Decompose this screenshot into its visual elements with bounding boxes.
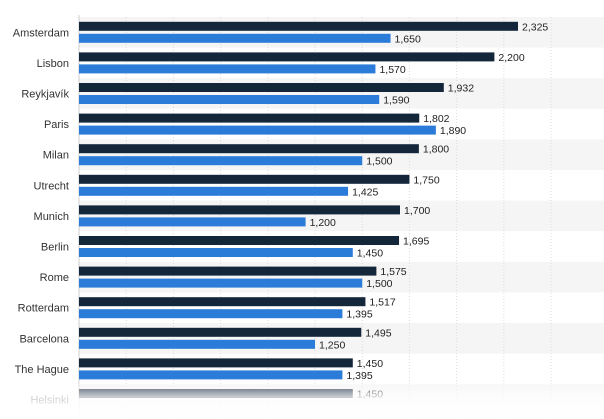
bar-series-1 — [79, 266, 377, 276]
row-band — [79, 78, 604, 109]
bar-series-1 — [79, 297, 366, 307]
data-label: 1,800 — [423, 144, 449, 156]
bar-series-2 — [79, 64, 376, 74]
data-label: 1,575 — [380, 266, 406, 278]
bar-series-1 — [79, 358, 353, 368]
category-label: Paris — [44, 119, 70, 131]
category-label: The Hague — [15, 364, 69, 376]
data-label: 1,450 — [357, 358, 383, 370]
data-label: 1,695 — [403, 236, 429, 248]
data-label: 1,750 — [413, 174, 439, 186]
data-label: 1,425 — [352, 186, 378, 198]
bar-series-2 — [79, 278, 363, 288]
row-band — [79, 384, 604, 415]
bar-series-1 — [79, 113, 420, 123]
data-label: 1,500 — [366, 156, 392, 168]
category-label: Rome — [40, 272, 69, 284]
data-label: 1,500 — [366, 278, 392, 290]
data-label: 1,395 — [346, 370, 372, 382]
row-band — [79, 261, 604, 293]
bar-series-1 — [79, 83, 444, 92]
category-label: Lisbon — [37, 58, 69, 70]
row-bands — [79, 17, 604, 415]
data-label: 2,325 — [522, 21, 548, 33]
bar-series-2 — [79, 95, 380, 104]
bar-series-1 — [79, 52, 495, 62]
data-label: 1,890 — [440, 125, 466, 137]
data-label: 1,650 — [395, 33, 421, 45]
row-band — [79, 139, 604, 170]
bar-series-1 — [79, 21, 518, 31]
bar-series-2 — [79, 186, 349, 196]
category-label: Barcelona — [19, 333, 69, 345]
data-label: 1,250 — [319, 339, 345, 351]
bar-series-2 — [79, 309, 343, 319]
bar-series-1 — [79, 389, 353, 398]
bar-series-1 — [79, 327, 362, 337]
category-label: Munich — [34, 211, 69, 223]
category-label: Milan — [43, 150, 69, 162]
category-label: Berlin — [41, 242, 69, 254]
data-label: 1,700 — [404, 205, 430, 217]
data-label: 1,200 — [310, 217, 336, 229]
category-label: Amsterdam — [13, 27, 69, 39]
bar-series-2 — [79, 217, 306, 227]
bar-series-2 — [79, 248, 353, 257]
bar-series-2 — [79, 33, 391, 43]
data-label: 1,450 — [357, 248, 383, 260]
bar-series-2 — [79, 370, 343, 380]
bar-series-1 — [79, 236, 400, 245]
data-label: 2,200 — [498, 52, 524, 64]
data-label: 1,932 — [448, 83, 474, 95]
bar-series-2 — [79, 156, 363, 166]
bar-series-2 — [79, 339, 316, 349]
bar-series-1 — [79, 205, 400, 215]
data-label: 1,450 — [357, 389, 383, 401]
bar-series-2 — [79, 125, 436, 135]
data-label: 1,517 — [369, 297, 395, 309]
data-label: 1,590 — [383, 95, 409, 107]
category-label: Utrecht — [34, 180, 69, 192]
bar-series-1 — [79, 174, 410, 184]
data-label: 1,802 — [423, 113, 449, 125]
data-label: 1,570 — [379, 64, 405, 76]
category-label: Helsinki — [30, 395, 69, 407]
category-label: Reykjavík — [21, 89, 69, 101]
bar-series-1 — [79, 144, 419, 154]
data-label: 1,495 — [365, 327, 391, 339]
row-band — [79, 200, 604, 232]
data-label: 1,395 — [346, 309, 372, 321]
category-label: Rotterdam — [18, 303, 69, 315]
